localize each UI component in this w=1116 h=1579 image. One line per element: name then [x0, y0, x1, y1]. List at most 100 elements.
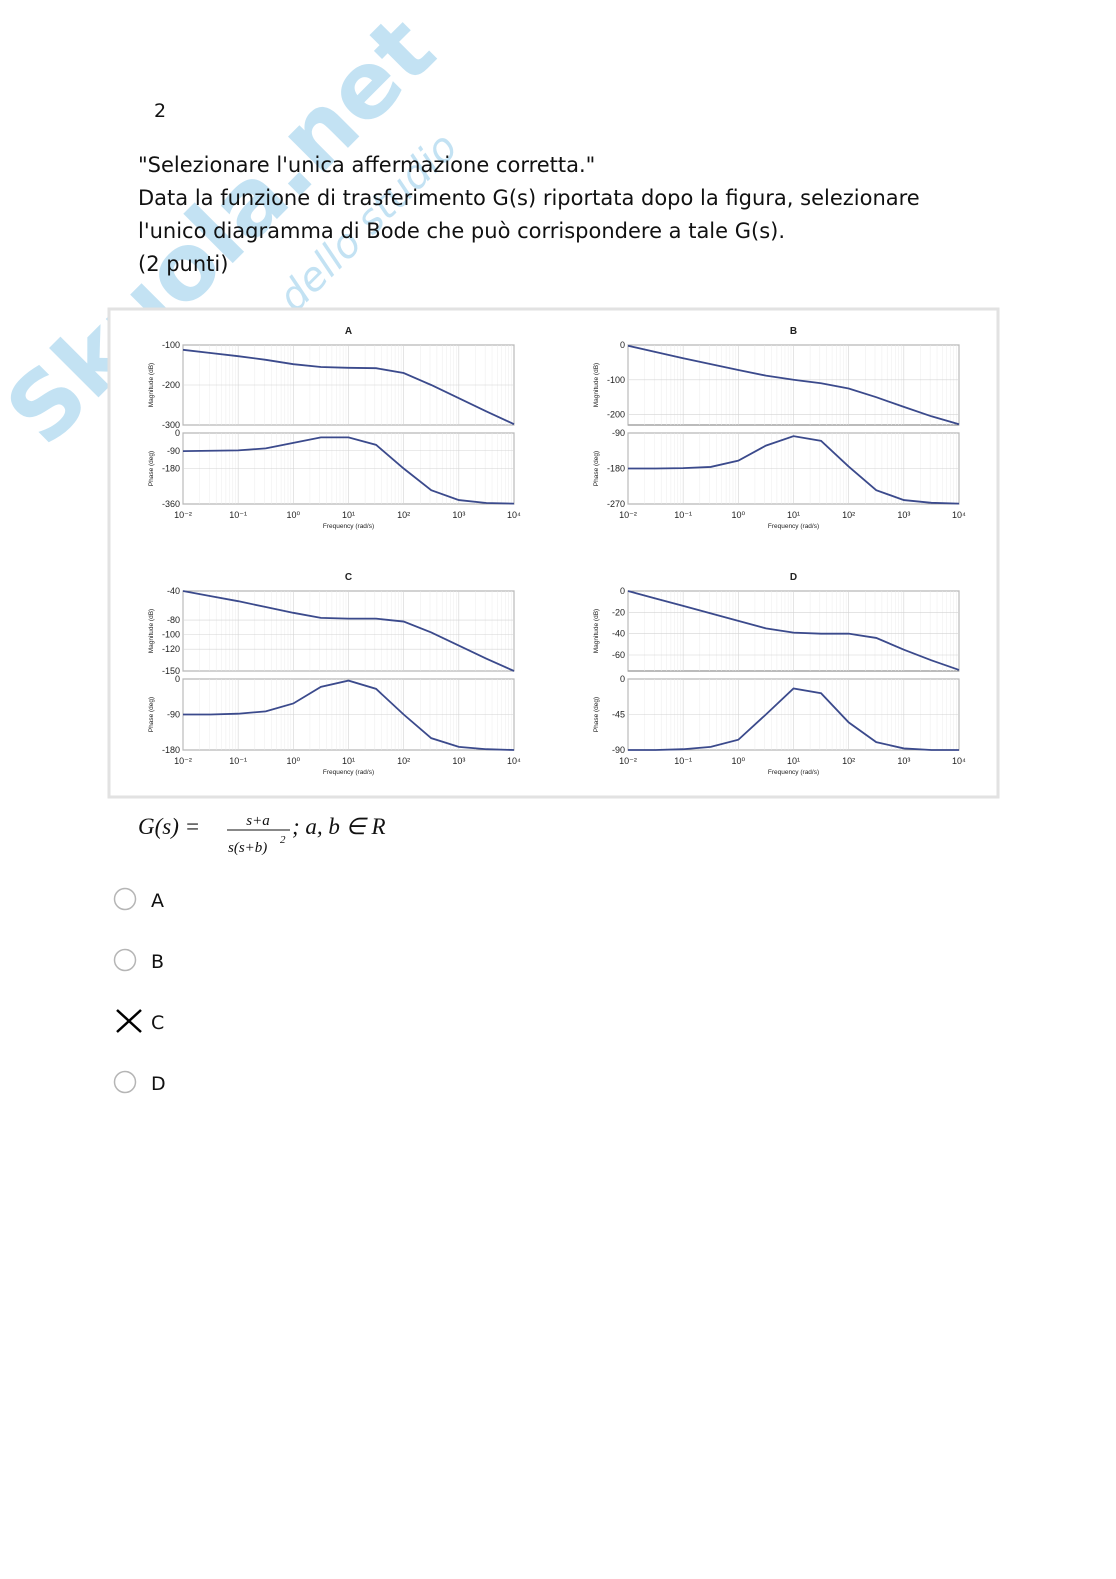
- x-tick-label: 10⁻¹: [229, 756, 247, 766]
- y-tick-label: -270: [607, 499, 625, 509]
- x-tick-label: 10⁰: [732, 756, 746, 766]
- y-tick-label: -150: [162, 666, 180, 676]
- x-tick-label: 10²: [397, 510, 410, 520]
- y-tick-label: -120: [162, 644, 180, 654]
- y-tick-label: -20: [612, 607, 625, 617]
- x-tick-label: 10⁴: [507, 510, 521, 520]
- x-tick-label: 10¹: [787, 510, 800, 520]
- y-axis-label: Phase (deg): [593, 697, 600, 732]
- y-tick-label: -40: [612, 629, 625, 639]
- y-tick-label: -300: [162, 420, 180, 430]
- y-tick-label: -360: [162, 499, 180, 509]
- x-tick-label: 10³: [452, 510, 465, 520]
- plot-title: C: [345, 572, 352, 583]
- option-label: C: [151, 1012, 164, 1034]
- formula: G(s) = s+a s(s+b) 2 ; a, b ∈ R: [138, 813, 386, 856]
- question-line: l'unico diagramma di Bode che può corris…: [138, 219, 785, 243]
- option[interactable]: D: [113, 1070, 166, 1096]
- x-tick-label: 10⁰: [287, 756, 301, 766]
- y-tick-label: 0: [175, 428, 180, 438]
- x-tick-label: 10⁻¹: [674, 510, 692, 520]
- y-tick-label: -80: [167, 615, 180, 625]
- y-tick-label: -180: [607, 464, 625, 474]
- option[interactable]: A: [113, 887, 165, 913]
- y-axis-label: Phase (deg): [148, 697, 155, 732]
- y-axis-label: Magnitude (dB): [593, 363, 600, 407]
- x-tick-label: 10⁴: [952, 756, 966, 766]
- y-axis-label: Magnitude (dB): [148, 609, 155, 653]
- curve: [628, 435, 960, 505]
- x-tick-label: 10⁻²: [174, 510, 192, 520]
- x-axis-label: Frequency (rad/s): [768, 523, 819, 530]
- x-tick-label: 10²: [842, 756, 855, 766]
- option-label: B: [151, 951, 164, 973]
- x-tick-label: 10³: [897, 510, 910, 520]
- formula-numerator: s+a: [246, 813, 269, 829]
- y-tick-label: -40: [167, 586, 180, 596]
- plot-title: A: [345, 326, 352, 337]
- x-tick-label: 10⁻²: [619, 510, 637, 520]
- y-tick-label: -45: [612, 710, 625, 720]
- curve: [182, 348, 515, 426]
- y-tick-label: -90: [167, 710, 180, 720]
- curve: [182, 436, 515, 505]
- x-tick-label: 10²: [842, 510, 855, 520]
- x-tick-label: 10⁰: [287, 510, 301, 520]
- curve: [182, 590, 515, 672]
- question-line: (2 punti): [138, 252, 228, 276]
- radio-button[interactable]: [113, 948, 137, 972]
- page-number: 2: [154, 100, 166, 122]
- x-axis-label: Frequency (rad/s): [323, 769, 374, 776]
- option-label: A: [151, 890, 164, 912]
- curve: [627, 344, 960, 426]
- y-tick-label: 0: [620, 674, 625, 684]
- x-tick-label: 10⁻¹: [229, 510, 247, 520]
- x-tick-label: 10¹: [787, 756, 800, 766]
- curve: [183, 679, 515, 751]
- x-tick-label: 10⁴: [952, 510, 966, 520]
- y-tick-label: -90: [612, 745, 625, 755]
- option[interactable]: B: [113, 948, 165, 974]
- y-axis-label: Magnitude (dB): [593, 609, 600, 653]
- y-axis-label: Phase (deg): [148, 451, 155, 486]
- x-tick-label: 10⁰: [732, 510, 746, 520]
- y-tick-label: 0: [175, 674, 180, 684]
- x-tick-label: 10²: [397, 756, 410, 766]
- options: A B C D: [113, 887, 166, 1096]
- x-tick-label: 10³: [452, 756, 465, 766]
- y-tick-label: -200: [162, 380, 180, 390]
- selected-mark: [116, 1009, 142, 1033]
- question-line: "Selezionare l'unica affermazione corret…: [138, 153, 595, 177]
- x-tick-label: 10¹: [342, 756, 355, 766]
- formula-denominator: s(s+b): [228, 840, 267, 856]
- option[interactable]: C: [116, 1009, 164, 1034]
- y-tick-label: -100: [162, 340, 180, 350]
- radio-button[interactable]: [113, 1070, 137, 1094]
- plot-title: B: [790, 326, 797, 337]
- radio-button[interactable]: [113, 887, 137, 911]
- x-tick-label: 10³: [897, 756, 910, 766]
- formula-tail: ; a, b ∈ R: [292, 814, 386, 839]
- x-tick-label: 10⁴: [507, 756, 521, 766]
- y-tick-label: -100: [607, 375, 625, 385]
- y-tick-label: -180: [162, 464, 180, 474]
- question-line: Data la funzione di trasferimento G(s) r…: [138, 186, 920, 210]
- y-axis-label: Magnitude (dB): [148, 363, 155, 407]
- curve: [628, 687, 959, 751]
- option-label: D: [151, 1073, 166, 1095]
- y-tick-label: -100: [162, 630, 180, 640]
- x-tick-label: 10⁻²: [619, 756, 637, 766]
- y-tick-label: -200: [607, 410, 625, 420]
- y-tick-label: -90: [612, 428, 625, 438]
- y-tick-label: 0: [620, 340, 625, 350]
- plot-title: D: [790, 572, 797, 583]
- y-tick-label: -180: [162, 745, 180, 755]
- formula-exponent: 2: [280, 834, 286, 846]
- y-tick-label: -60: [612, 650, 625, 660]
- formula-lhs: G(s) =: [138, 814, 200, 839]
- y-tick-label: -90: [167, 446, 180, 456]
- x-axis-label: Frequency (rad/s): [768, 769, 819, 776]
